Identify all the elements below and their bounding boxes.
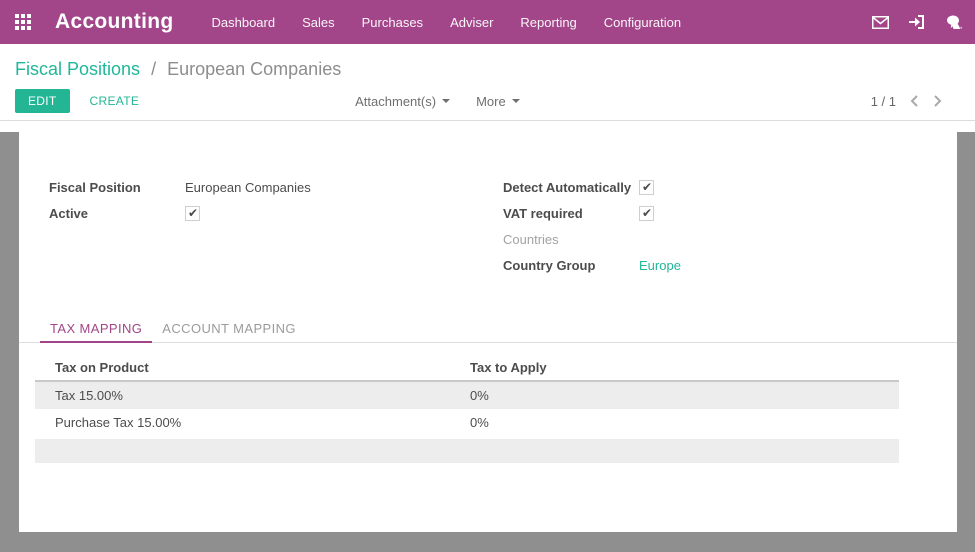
breadcrumb: Fiscal Positions / European Companies <box>15 54 960 84</box>
menu-item-sales[interactable]: Sales <box>302 14 335 30</box>
chat-bubble-icon[interactable] <box>945 14 963 30</box>
menu-item-reporting[interactable]: Reporting <box>520 14 577 30</box>
active-checkbox[interactable] <box>185 205 200 221</box>
column-header-tax-on-product: Tax on Product <box>55 360 149 375</box>
menu-item-purchases[interactable]: Purchases <box>361 14 424 30</box>
envelope-icon[interactable] <box>871 14 889 30</box>
table-empty-row[interactable] <box>35 439 899 463</box>
menu-item-adviser[interactable]: Adviser <box>450 14 494 30</box>
detect-automatically-checkbox[interactable] <box>639 179 654 195</box>
table-row[interactable]: Tax 15.00% 0% <box>35 382 899 409</box>
tab-tax-mapping[interactable]: TAX MAPPING <box>40 315 153 343</box>
country-group-label: Country Group <box>503 257 596 273</box>
table-row[interactable]: Purchase Tax 15.00% 0% <box>55 415 489 430</box>
create-button[interactable]: CREATE <box>77 89 153 113</box>
pager-previous-icon[interactable] <box>910 94 919 108</box>
breadcrumb-current-record: European Companies <box>167 59 342 79</box>
breadcrumb-fiscal-positions[interactable]: Fiscal Positions <box>15 59 141 79</box>
pager-count: 1 / 1 <box>870 93 896 109</box>
country-group-value[interactable]: Europe <box>639 257 681 273</box>
pager-next-icon[interactable] <box>933 94 942 108</box>
vat-required-label: VAT required <box>503 205 583 221</box>
active-label: Active <box>49 205 89 221</box>
fiscal-position-label: Fiscal Position <box>49 179 141 195</box>
tab-account-mapping[interactable]: ACCOUNT MAPPING <box>162 321 296 336</box>
sign-in-icon[interactable] <box>908 14 926 30</box>
control-panel: Fiscal Positions / European Companies ED… <box>0 44 975 121</box>
record-pager: 1 / 1 <box>871 94 960 109</box>
column-header-tax-to-apply: Tax to Apply <box>470 360 547 375</box>
menu-item-configuration[interactable]: Configuration <box>603 14 682 30</box>
menu-item-dashboard[interactable]: Dashboard <box>211 14 276 30</box>
edit-button[interactable]: EDIT <box>15 89 70 113</box>
table-header-row: Tax on Product Tax to Apply <box>35 357 899 382</box>
attachments-dropdown[interactable]: Attachment(s) <box>355 94 451 109</box>
chevron-down-icon <box>442 99 451 103</box>
vat-required-checkbox[interactable] <box>639 205 654 221</box>
top-navbar: Accounting Dashboard Sales Purchases Adv… <box>0 0 975 44</box>
apps-grid-icon[interactable] <box>15 14 35 30</box>
more-dropdown[interactable]: More <box>476 94 520 109</box>
breadcrumb-separator: / <box>151 59 157 79</box>
app-title: Accounting <box>55 10 174 33</box>
notebook-tabs: TAX MAPPING ACCOUNT MAPPING <box>19 315 957 343</box>
content-background: Fiscal Position European Companies Activ… <box>0 132 975 552</box>
main-menu: Dashboard Sales Purchases Adviser Report… <box>212 15 682 30</box>
chevron-down-icon <box>511 99 520 103</box>
tax-mapping-table: Tax on Product Tax to Apply Tax 15.00% 0… <box>35 357 899 463</box>
detect-automatically-label: Detect Automatically <box>503 179 632 195</box>
form-sheet: Fiscal Position European Companies Activ… <box>19 132 957 532</box>
fiscal-position-value: European Companies <box>185 179 311 195</box>
countries-label: Countries <box>503 231 559 247</box>
